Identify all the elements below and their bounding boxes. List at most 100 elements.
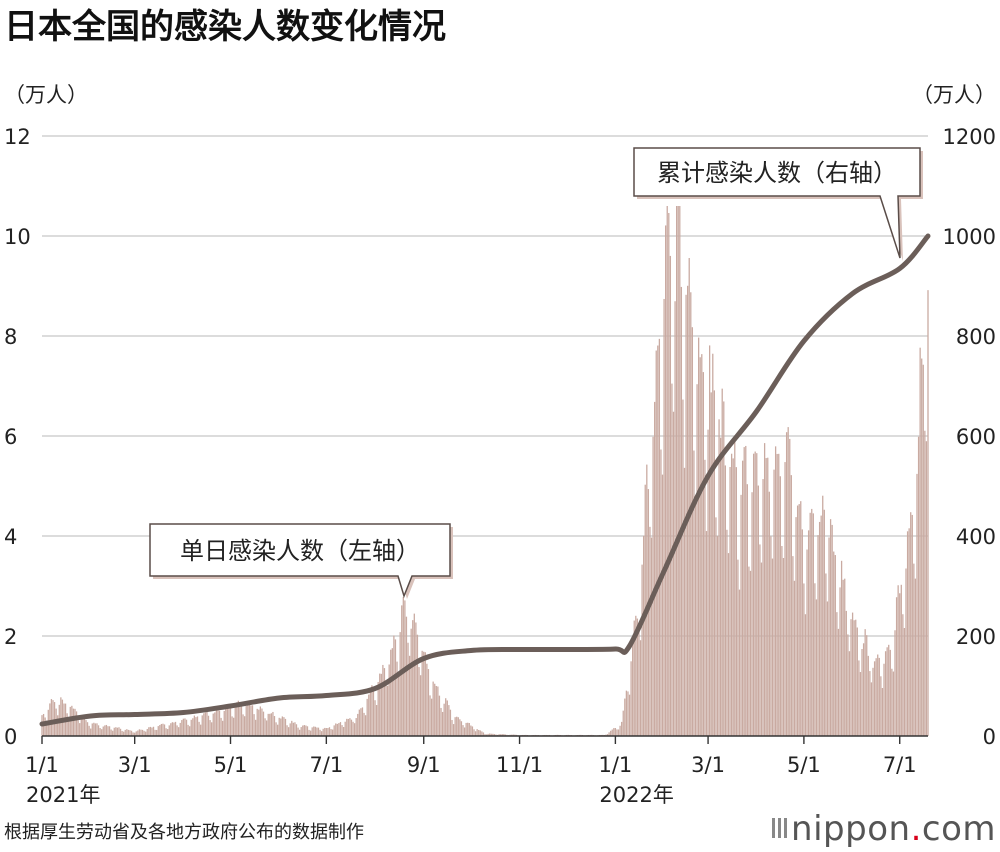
daily-bar [462,725,464,736]
daily-bar [424,652,426,736]
daily-bar [118,727,120,736]
daily-bar [839,587,841,736]
daily-bar [272,711,274,736]
daily-bar [143,730,145,736]
year-label: 2022年 [599,783,673,807]
daily-bar [669,255,672,737]
daily-bar [245,705,247,736]
daily-bar [388,664,390,736]
cumulative-line-layer [39,233,931,727]
daily-bar [355,718,357,736]
daily-bar [335,723,337,736]
daily-bar [429,695,431,736]
daily-bar [760,562,763,736]
x-tick-label: 11/1 [496,753,543,777]
daily-bar [298,729,301,736]
daily-bar [99,728,101,736]
daily-bar [503,734,505,736]
daily-bar [399,632,401,736]
x-tick-label: 9/1 [407,753,441,777]
daily-bar [138,729,141,736]
daily-bar [220,717,222,736]
daily-bar [454,717,456,736]
daily-bar [671,383,673,736]
daily-bar [866,635,868,736]
daily-bar [258,709,260,736]
daily-bar [892,671,895,736]
daily-bar [638,629,640,736]
daily-bar [845,610,847,736]
daily-bar [102,726,104,736]
daily-bar [372,691,375,736]
x-tick-label: 7/1 [883,753,917,777]
daily-bar [889,649,891,736]
daily-bar [884,651,887,736]
daily-bar [452,724,455,736]
cumulative-line [39,233,931,727]
daily-bar [877,654,879,736]
daily-bar [333,725,335,736]
daily-bar [870,682,873,736]
daily-bar [413,613,415,736]
daily-bar [350,719,353,736]
daily-bar [156,729,158,736]
daily-bar [482,732,485,736]
daily-bar [765,458,767,736]
daily-bar [267,713,269,736]
daily-bar [683,467,686,736]
daily-bar [262,711,265,736]
daily-bar [873,661,876,736]
daily-bar [803,583,805,736]
daily-bar [867,655,869,736]
left-tick-label: 12 [4,125,31,149]
daily-bar [908,528,910,736]
daily-bar [726,529,728,736]
daily-bar [490,733,492,736]
year-label: 2021年 [26,783,100,807]
daily-bar [190,719,192,736]
daily-bar [801,529,803,736]
daily-bar [234,707,236,736]
callout-daily-label: 单日感染人数（左轴） [180,537,420,565]
daily-bar [441,711,444,736]
daily-bar [283,717,285,736]
daily-bar [784,462,786,736]
daily-bar [628,694,631,736]
daily-bar [746,484,748,736]
daily-bar [790,475,792,736]
left-tick-label: 10 [4,225,31,249]
daily-bar [140,729,142,736]
daily-bar [460,721,463,736]
daily-bar [919,347,921,736]
daily-bar [888,644,890,736]
daily-bar [694,504,697,736]
daily-bar [716,536,719,736]
daily-bar [702,372,705,736]
daily-bar [468,722,470,736]
daily-bar [375,705,378,736]
daily-bar [154,729,156,736]
daily-bar [481,731,483,736]
daily-bar [347,718,349,736]
daily-bar [796,505,799,736]
right-tick-label: 800 [956,325,996,349]
daily-bar [828,537,830,736]
daily-bar [853,620,855,736]
daily-bar [206,711,208,736]
daily-bar [130,730,133,736]
daily-bar [621,721,623,736]
daily-bar [622,710,624,736]
daily-bar [152,726,155,736]
daily-bar [361,707,364,736]
daily-bar [255,719,257,736]
daily-bar [459,719,461,736]
daily-bar [244,716,246,736]
daily-bar [655,350,657,736]
daily-bar [181,720,183,736]
daily-bar [498,734,500,736]
daily-bar [160,723,163,736]
daily-bar [895,597,898,736]
daily-bar [407,642,409,736]
daily-bar [253,714,255,736]
daily-bar [467,722,469,736]
